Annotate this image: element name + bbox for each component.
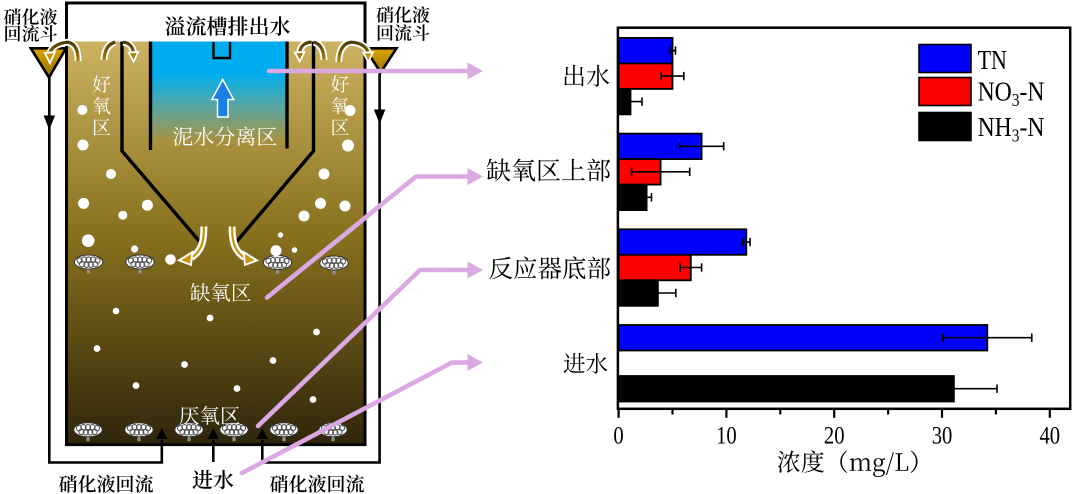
svg-text:40: 40 [1039, 422, 1060, 451]
svg-text:10: 10 [716, 422, 737, 451]
svg-text:TN: TN [978, 46, 1007, 76]
svg-text:20: 20 [824, 422, 845, 451]
svg-text:NH3-N: NH3-N [978, 111, 1045, 145]
svg-text:0: 0 [613, 422, 623, 451]
svg-text:30: 30 [932, 422, 953, 451]
svg-text:NO3-N: NO3-N [978, 76, 1045, 110]
